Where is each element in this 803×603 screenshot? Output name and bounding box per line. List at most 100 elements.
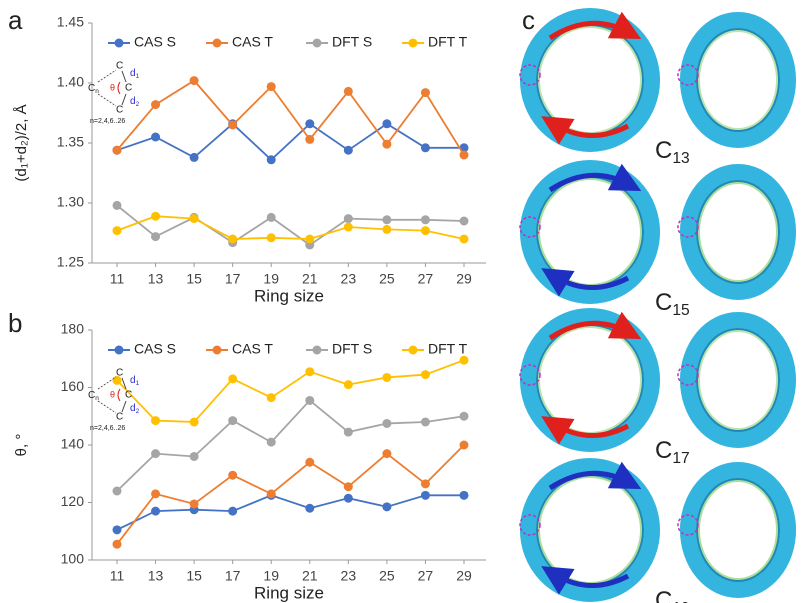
structure-label: C13 — [655, 137, 690, 167]
inset-bond-label-sub: 2 — [136, 408, 140, 415]
x-tick-label: 15 — [186, 568, 202, 584]
data-point — [305, 458, 314, 467]
data-point — [267, 155, 276, 164]
legend-marker — [115, 346, 124, 355]
y-tick-label: 1.40 — [57, 74, 84, 90]
inset-center-sub: n — [95, 395, 99, 402]
structure-label-sub: 15 — [672, 302, 690, 319]
legend-marker — [213, 346, 222, 355]
x-tick-label: 13 — [148, 271, 164, 287]
y-tick-label: 1.45 — [57, 14, 84, 30]
legend-label: DFT S — [332, 34, 372, 50]
data-point — [382, 502, 391, 511]
structure-label-base: C — [655, 289, 672, 316]
ring-hole — [540, 28, 640, 132]
data-point — [344, 87, 353, 96]
x-tick-label: 25 — [379, 568, 395, 584]
data-point — [190, 499, 199, 508]
data-point — [113, 201, 122, 210]
data-point — [267, 489, 276, 498]
data-point — [382, 225, 391, 234]
x-tick-label: 21 — [302, 568, 318, 584]
data-point — [151, 232, 160, 241]
inset-atom: C — [116, 412, 123, 423]
legend-marker — [213, 39, 222, 48]
data-point — [305, 235, 314, 244]
data-point — [460, 441, 469, 450]
data-point — [421, 88, 430, 97]
data-point — [113, 487, 122, 496]
data-point — [460, 491, 469, 500]
data-point — [190, 418, 199, 427]
inset-center-base: C — [88, 83, 95, 94]
x-tick-label: 25 — [379, 271, 395, 287]
structure-label: C19 — [655, 587, 690, 603]
structure-label: C17 — [655, 437, 690, 467]
data-point — [305, 119, 314, 128]
data-point — [305, 367, 314, 376]
ring-hole — [700, 332, 776, 428]
data-point — [344, 223, 353, 232]
structure-label-base: C — [655, 437, 672, 464]
structure-label-sub: 13 — [672, 150, 689, 167]
inset-atom: C — [125, 83, 132, 94]
inset-bond-label-sub: 1 — [136, 380, 140, 387]
legend-marker — [409, 39, 418, 48]
inset-center: Cn — [88, 390, 99, 402]
y-tick-label: 160 — [61, 378, 85, 394]
data-point — [382, 419, 391, 428]
data-point — [267, 82, 276, 91]
structure-label: C15 — [655, 289, 690, 319]
legend-marker — [409, 346, 418, 355]
y-tick-label: 1.25 — [57, 254, 84, 270]
data-point — [421, 226, 430, 235]
legend-marker — [115, 39, 124, 48]
y-tick-label: 1.35 — [57, 134, 84, 150]
data-point — [382, 373, 391, 382]
inset-atom: C — [116, 368, 123, 379]
data-point — [305, 504, 314, 513]
inset-arc — [118, 82, 120, 94]
data-point — [382, 215, 391, 224]
data-point — [460, 217, 469, 226]
data-point — [267, 213, 276, 222]
structure-label-base: C — [655, 587, 672, 603]
data-point — [267, 438, 276, 447]
data-point — [421, 491, 430, 500]
data-point — [267, 393, 276, 402]
series-line — [117, 360, 464, 422]
data-point — [382, 449, 391, 458]
y-tick-label: 100 — [61, 551, 85, 567]
data-point — [228, 374, 237, 383]
inset-bond-label-sub: 2 — [136, 101, 140, 108]
panel-label: c — [522, 5, 535, 35]
y-axis-title: θ, ° — [13, 434, 30, 457]
x-tick-label: 27 — [418, 568, 434, 584]
y-axis-title: (d₁+d₂)/2, Å — [13, 104, 30, 181]
data-point — [151, 489, 160, 498]
inset-center-sub: n — [95, 88, 99, 95]
panel-label: a — [8, 5, 23, 35]
inset-atom: C — [125, 390, 132, 401]
y-tick-label: 180 — [61, 321, 85, 337]
data-point — [421, 143, 430, 152]
legend-label: CAS S — [134, 34, 176, 50]
data-point — [382, 119, 391, 128]
ring-hole — [540, 328, 640, 432]
x-tick-label: 11 — [110, 568, 125, 584]
inset-atom: C — [116, 61, 123, 72]
data-point — [228, 471, 237, 480]
data-point — [151, 449, 160, 458]
x-tick-label: 13 — [148, 568, 164, 584]
data-point — [151, 133, 160, 142]
x-tick-label: 23 — [341, 271, 357, 287]
x-tick-label: 19 — [263, 568, 279, 584]
data-point — [421, 370, 430, 379]
legend-label: CAS T — [232, 34, 273, 50]
y-tick-label: 140 — [61, 436, 85, 452]
ring-hole — [540, 180, 640, 284]
legend-label: CAS S — [134, 341, 176, 357]
inset-bond-label: d2 — [130, 403, 140, 415]
data-point — [344, 146, 353, 155]
inset-note: n=2,4,6..26 — [90, 118, 125, 125]
